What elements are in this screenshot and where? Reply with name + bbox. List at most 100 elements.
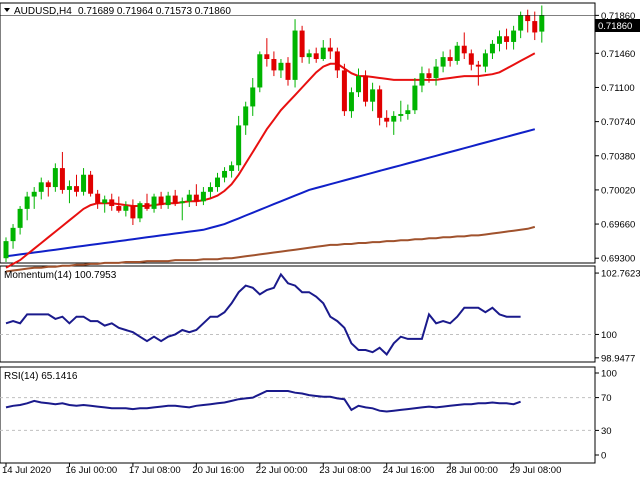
candle-body: [243, 106, 249, 126]
candle[interactable]: [475, 60, 481, 86]
candle[interactable]: [144, 193, 150, 211]
candle-body: [38, 182, 44, 192]
candle[interactable]: [66, 180, 72, 204]
price-tick-label: 0.71860: [601, 11, 635, 22]
candle-body: [144, 203, 150, 209]
candle[interactable]: [52, 163, 58, 192]
candle[interactable]: [88, 170, 94, 197]
candle[interactable]: [102, 195, 108, 213]
candle[interactable]: [17, 206, 23, 235]
candle-body: [525, 15, 531, 22]
candle[interactable]: [193, 184, 199, 207]
symbol-label: AUDUSD,H4: [14, 6, 72, 17]
price-panel[interactable]: [0, 5, 595, 273]
candle[interactable]: [95, 189, 101, 209]
candle[interactable]: [327, 38, 333, 60]
candle[interactable]: [10, 224, 16, 249]
candle[interactable]: [504, 28, 510, 50]
candle[interactable]: [59, 151, 65, 194]
candle[interactable]: [384, 110, 390, 128]
candle[interactable]: [306, 49, 312, 64]
candle[interactable]: [165, 191, 171, 209]
candle[interactable]: [31, 187, 37, 209]
candle[interactable]: [158, 191, 164, 209]
candle[interactable]: [229, 161, 235, 178]
candle[interactable]: [116, 196, 122, 213]
candle[interactable]: [299, 25, 305, 63]
candle[interactable]: [532, 11, 538, 41]
candle[interactable]: [497, 30, 502, 52]
candle[interactable]: [137, 201, 143, 223]
candle-body: [109, 199, 115, 207]
candle[interactable]: [525, 9, 531, 33]
candle-body: [363, 76, 369, 102]
candle-body: [278, 62, 284, 71]
candle-body: [257, 54, 263, 88]
candle-body: [306, 53, 312, 58]
candle-body: [391, 115, 397, 122]
candle[interactable]: [370, 82, 376, 112]
candle[interactable]: [200, 187, 206, 206]
price-tick-label: 0.71460: [601, 49, 635, 60]
candle[interactable]: [461, 32, 467, 60]
candle[interactable]: [236, 115, 242, 171]
candle[interactable]: [377, 85, 383, 126]
candle[interactable]: [38, 177, 44, 200]
candle[interactable]: [433, 59, 439, 86]
candle[interactable]: [285, 57, 291, 86]
candle[interactable]: [356, 68, 361, 97]
candle[interactable]: [264, 38, 270, 67]
candle[interactable]: [179, 197, 185, 221]
candle[interactable]: [405, 104, 411, 120]
candle[interactable]: [440, 51, 446, 73]
candle[interactable]: [489, 40, 495, 60]
candle[interactable]: [257, 51, 263, 93]
candle[interactable]: [363, 70, 369, 107]
candle[interactable]: [313, 47, 319, 63]
candle[interactable]: [348, 87, 354, 118]
candle[interactable]: [24, 191, 30, 221]
candle[interactable]: [123, 201, 129, 217]
candle[interactable]: [207, 182, 213, 198]
candle[interactable]: [151, 193, 157, 213]
candle[interactable]: [250, 77, 256, 116]
candle[interactable]: [215, 172, 220, 192]
candle[interactable]: [398, 100, 404, 122]
time-tick-label: 23 Jul 08:00: [319, 465, 371, 476]
candle[interactable]: [292, 19, 298, 88]
candle[interactable]: [222, 167, 228, 183]
candle-body: [440, 57, 446, 67]
candle[interactable]: [3, 237, 9, 262]
candle[interactable]: [447, 49, 453, 67]
candle[interactable]: [391, 111, 397, 135]
candle[interactable]: [419, 66, 425, 93]
candle[interactable]: [426, 68, 432, 83]
candle[interactable]: [45, 180, 51, 197]
candle-body: [511, 30, 517, 42]
momentum-panel[interactable]: [0, 272, 595, 356]
candle[interactable]: [518, 11, 524, 39]
candle[interactable]: [482, 49, 488, 73]
candle[interactable]: [74, 174, 79, 197]
candle[interactable]: [320, 40, 326, 61]
candle[interactable]: [539, 5, 545, 43]
candle[interactable]: [81, 168, 87, 196]
candle[interactable]: [186, 189, 192, 207]
candle[interactable]: [468, 49, 474, 71]
candle[interactable]: [334, 47, 340, 78]
candle[interactable]: [243, 101, 249, 135]
candle[interactable]: [412, 77, 418, 115]
candle[interactable]: [341, 63, 347, 116]
rsi-panel[interactable]: [0, 390, 595, 431]
candle-body: [193, 194, 199, 202]
candle[interactable]: [454, 41, 460, 65]
candle[interactable]: [511, 25, 517, 50]
candle[interactable]: [109, 193, 115, 211]
candle-body: [497, 36, 502, 44]
dropdown-triangle-icon[interactable]: [4, 8, 10, 12]
candle[interactable]: [278, 59, 284, 78]
candle[interactable]: [172, 189, 178, 207]
candle[interactable]: [130, 199, 136, 226]
candle[interactable]: [271, 51, 277, 77]
